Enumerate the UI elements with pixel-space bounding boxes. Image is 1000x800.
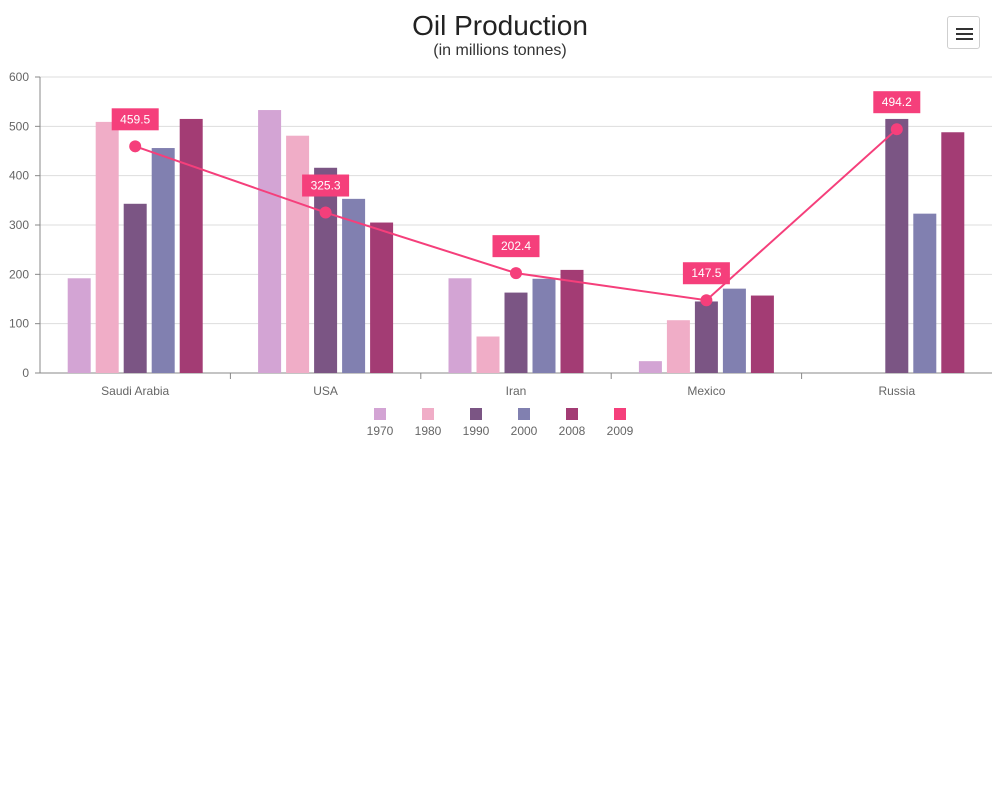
bar-2008 [750,295,774,373]
bar-1970 [67,278,91,373]
point-2009 [510,267,522,280]
point-2009 [700,294,713,307]
bar-1980 [286,135,310,373]
bar-1970 [448,278,472,373]
y-tick-label-500: 500 [9,119,29,133]
point-2009 [890,123,903,136]
data-label-box [682,262,730,285]
y-tick-label-100: 100 [9,317,29,331]
legend-swatch-2009 [614,408,626,420]
legend-label-2009: 2009 [607,424,634,438]
data-label: 147.5 [691,266,721,280]
point-2009 [129,140,142,153]
legend-swatch-1970 [374,408,386,420]
bar-1990 [694,301,718,373]
bar-1990 [504,292,528,373]
y-tick-label-600: 600 [9,70,29,84]
point-2009 [319,206,332,219]
bar-1980 [666,320,690,373]
bar-2008 [370,222,394,373]
y-tick-label-300: 300 [9,218,29,232]
data-label-box [873,91,921,114]
bar-2000 [722,288,746,373]
legend-swatch-1990 [470,408,482,420]
data-label-box [111,108,159,131]
x-tick-label: Russia [878,384,915,398]
bar-2000 [913,213,937,373]
bar-2000 [151,148,175,373]
bar-2008 [179,118,203,373]
legend-swatch-1980 [422,408,434,420]
x-tick-label: Saudi Arabia [101,384,169,398]
data-label: 325.3 [311,179,341,193]
x-tick-label: Iran [506,384,527,398]
legend-swatch-2000 [518,408,530,420]
bar-1990 [314,167,338,373]
bar-1970 [258,110,282,373]
legend-label-2000: 2000 [511,424,538,438]
hamburger-menu-icon[interactable] [947,16,980,49]
chart-subtitle: (in millions tonnes) [433,42,567,59]
x-tick-label: Mexico [687,384,725,398]
data-label-box [492,235,540,258]
bar-2008 [941,132,965,373]
legend-label-1970: 1970 [367,424,394,438]
data-label: 459.5 [120,112,150,126]
legend-label-1990: 1990 [463,424,490,438]
legend-swatch-2008 [566,408,578,420]
x-tick-label: USA [313,384,338,398]
y-tick-label-200: 200 [9,267,29,281]
data-label: 494.2 [882,95,912,109]
y-tick-label-0: 0 [22,366,29,380]
bar-2000 [532,278,556,373]
bar-1970 [638,361,662,373]
legend-label-1980: 1980 [415,424,442,438]
bar-1990 [123,203,147,373]
y-tick-label-400: 400 [9,169,29,183]
legend-label-2008: 2008 [559,424,586,438]
data-label: 202.4 [501,239,531,253]
bar-1990 [885,118,909,373]
bar-2000 [342,198,366,373]
bar-1980 [476,336,500,373]
data-label-box [302,174,350,197]
chart-title: Oil Production [412,10,588,41]
bar-1980 [95,121,119,373]
bar-2008 [560,269,584,373]
